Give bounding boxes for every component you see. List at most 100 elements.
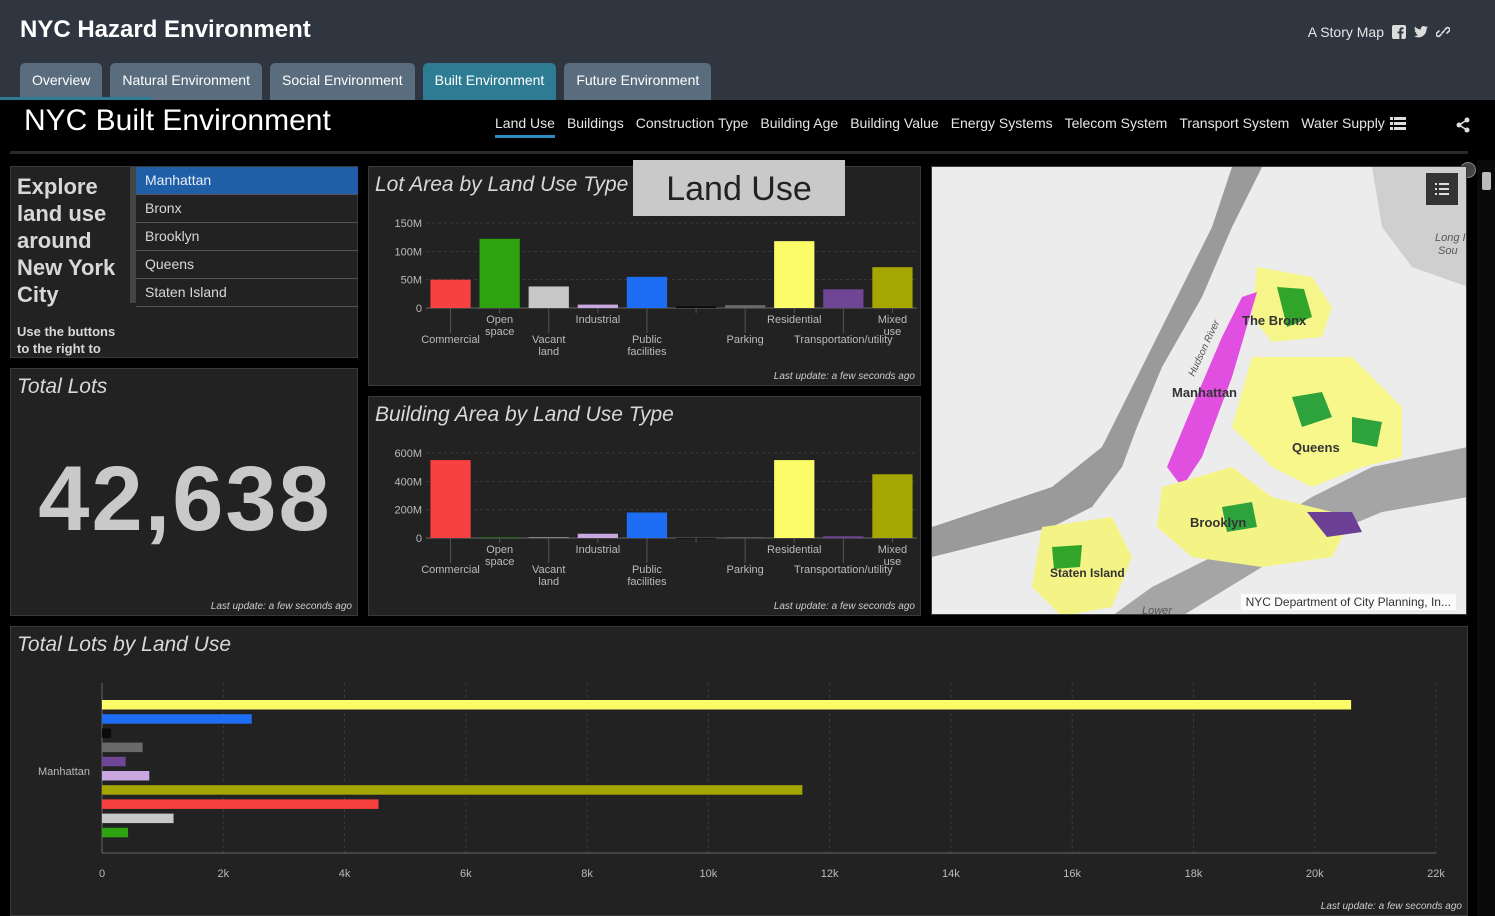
explore-panel: Explore land use around New York City Us… <box>10 166 358 358</box>
total-lots-by-land-use-chart: 0 2k 4k 6k 8k 10k 12k 14k 16k 18k 20k 22k Manhattan <box>38 683 1445 880</box>
app-header: NYC Hazard Environment A Story Map Overv… <box>0 0 1495 100</box>
total-lots-bar[interactable] <box>102 785 803 795</box>
lot-area-xtick-label: facilities <box>627 346 667 358</box>
subnav-water-supply[interactable]: Water Supply <box>1301 115 1385 131</box>
subnav-energy-systems[interactable]: Energy Systems <box>950 115 1053 131</box>
list-menu-icon[interactable] <box>1390 117 1406 131</box>
story-map-label: A Story Map <box>1307 24 1384 40</box>
tab-natural-environment[interactable]: Natural Environment <box>110 63 262 100</box>
borough-queens[interactable]: Queens <box>136 251 358 279</box>
lot-area-xtick-label: Mixed <box>878 314 907 326</box>
building-area-bar[interactable] <box>430 460 471 538</box>
total-lots-bar[interactable] <box>102 700 1352 710</box>
building-area-ytick-label: 200M <box>394 505 422 517</box>
land-use-map[interactable]: The Bronx Manhattan Queens Brooklyn Stat… <box>931 166 1467 615</box>
total-lots-bar[interactable] <box>102 813 174 824</box>
map-label-staten-island: Staten Island <box>1050 566 1125 580</box>
total-lots-xtick-label: 20k <box>1306 868 1324 880</box>
lot-area-bar[interactable] <box>725 305 766 308</box>
building-area-bar[interactable] <box>479 537 520 539</box>
building-area-xtick-label: facilities <box>627 576 667 588</box>
total-lots-by-land-use-updated: Last update: a few seconds ago <box>1320 901 1462 912</box>
lot-area-bar[interactable] <box>675 306 717 308</box>
map-canvas[interactable]: The Bronx Manhattan Queens Brooklyn Stat… <box>932 167 1467 615</box>
total-lots-xtick-label: 12k <box>821 868 839 880</box>
explore-scrollbar[interactable] <box>130 167 136 303</box>
facebook-icon[interactable] <box>1392 25 1406 39</box>
tab-future-environment[interactable]: Future Environment <box>564 63 712 100</box>
lot-area-bar[interactable] <box>479 238 520 308</box>
lot-area-xtick-label: Open <box>486 314 513 326</box>
building-area-xtick-label: Residential <box>767 544 821 556</box>
tab-overview[interactable]: Overview <box>20 63 103 100</box>
building-area-bar[interactable] <box>725 537 766 538</box>
total-lots-xtick-label: 6k <box>460 868 472 880</box>
total-lots-bar[interactable] <box>102 799 379 809</box>
explore-note: Use the buttons to the right to <box>17 324 116 356</box>
lot-area-bar[interactable] <box>823 289 864 308</box>
lot-area-ytick-label: 0 <box>416 303 422 315</box>
building-area-panel: Building Area by Land Use Type 0 200M 400M… <box>368 396 921 616</box>
lot-area-xtick-label: Transportation/utility <box>794 334 893 346</box>
subnav-transport-system[interactable]: Transport System <box>1179 115 1290 131</box>
building-area-xtick-label: Commercial <box>421 564 480 576</box>
borough-manhattan[interactable]: Manhattan <box>136 167 358 195</box>
explore-heading: Explore land use around New York City <box>17 174 116 307</box>
lot-area-bar[interactable] <box>430 279 471 308</box>
building-area-ytick-label: 600M <box>394 448 422 460</box>
map-legend-button[interactable] <box>1426 173 1458 205</box>
map-label-bronx: The Bronx <box>1242 313 1307 328</box>
total-lots-xtick-label: 0 <box>99 868 105 880</box>
building-area-bar[interactable] <box>774 460 815 538</box>
total-lots-bar[interactable] <box>102 742 143 753</box>
borough-brooklyn[interactable]: Brooklyn <box>136 223 358 251</box>
lot-area-title: Lot Area by Land Use Type <box>375 173 629 196</box>
building-area-xtick-label: land <box>538 576 559 588</box>
lot-area-xtick-label: land <box>538 346 559 358</box>
subnav-buildings[interactable]: Buildings <box>566 115 624 131</box>
subnav-building-age[interactable]: Building Age <box>760 115 839 131</box>
building-area-bar[interactable] <box>528 537 569 538</box>
lot-area-bar[interactable] <box>626 276 668 308</box>
subnav-building-value[interactable]: Building Value <box>850 115 939 131</box>
total-lots-bar[interactable] <box>102 756 126 767</box>
building-area-bar[interactable] <box>872 474 913 538</box>
page-scrollbar[interactable] <box>1477 160 1495 916</box>
building-area-xtick-label: Open <box>486 544 513 556</box>
total-lots-bar[interactable] <box>102 728 112 738</box>
total-lots-xtick-label: 14k <box>942 868 960 880</box>
lot-area-xtick-label: Vacant <box>532 334 565 346</box>
building-area-xtick-label: Vacant <box>532 564 565 576</box>
total-lots-bar[interactable] <box>102 827 129 838</box>
map-label-brooklyn: Brooklyn <box>1190 515 1246 530</box>
subnav-land-use[interactable]: Land Use <box>495 115 555 138</box>
dashboard-subnav: Land Use Buildings Construction Type Bui… <box>495 115 1385 138</box>
total-lots-xtick-label: 16k <box>1063 868 1081 880</box>
building-area-bar[interactable] <box>823 536 864 538</box>
total-lots-bar[interactable] <box>102 771 150 781</box>
lot-area-bar[interactable] <box>774 241 815 308</box>
building-area-xtick-label: Industrial <box>576 544 621 556</box>
lot-area-xtick-label: space <box>485 326 514 338</box>
link-icon[interactable] <box>1436 25 1450 39</box>
borough-bronx[interactable]: Bronx <box>136 195 358 223</box>
lot-area-ytick-label: 150M <box>394 218 422 230</box>
building-area-bar[interactable] <box>577 533 618 538</box>
share-icon[interactable] <box>1455 117 1471 133</box>
building-area-bar[interactable] <box>626 512 668 539</box>
twitter-icon[interactable] <box>1414 25 1428 39</box>
subnav-construction-type[interactable]: Construction Type <box>635 115 749 131</box>
lot-area-bar[interactable] <box>528 286 569 308</box>
scrollbar-thumb[interactable] <box>1482 172 1491 190</box>
subnav-telecom-system[interactable]: Telecom System <box>1064 115 1168 131</box>
borough-staten-island[interactable]: Staten Island <box>136 279 358 307</box>
total-lots-title: Total Lots <box>17 375 108 398</box>
tab-built-environment[interactable]: Built Environment <box>422 63 557 100</box>
total-lots-bar[interactable] <box>102 714 252 724</box>
tab-social-environment[interactable]: Social Environment <box>269 63 415 100</box>
lot-area-bar[interactable] <box>872 267 913 308</box>
lot-area-bar[interactable] <box>577 304 618 308</box>
total-lots-xtick-label: 22k <box>1427 868 1445 880</box>
